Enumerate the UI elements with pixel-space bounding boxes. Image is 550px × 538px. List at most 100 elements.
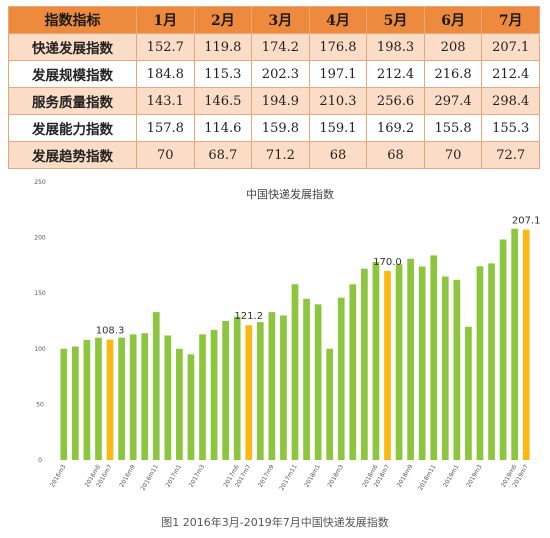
bar: [522, 229, 530, 460]
bar: [129, 334, 137, 460]
data-label: 207.1: [512, 216, 541, 227]
bar: [60, 348, 68, 460]
bar: [256, 322, 264, 460]
bar: [430, 255, 438, 460]
bar: [418, 266, 426, 460]
table-header-cell: 指数指标: [8, 6, 137, 34]
table-cell: 119.8: [193, 33, 253, 61]
row-name: 发展趋势指数: [8, 141, 137, 169]
table-cell: 159.8: [251, 114, 310, 142]
table-header-cell: 6月: [423, 6, 483, 34]
table-cell: 212.4: [366, 60, 425, 88]
table-cell: 297.4: [423, 87, 483, 115]
table-row: 服务质量指数 143.1 146.5 194.9 210.3 256.6 297…: [8, 87, 540, 115]
table-cell: 174.2: [251, 33, 310, 61]
bar: [476, 266, 484, 460]
table-header-row: 指数指标 1月 2月 3月 4月 5月 6月 7月: [8, 6, 540, 34]
bar: [488, 263, 495, 460]
y-tick-label: 150: [34, 290, 46, 297]
bar: [349, 284, 357, 460]
table-cell: 146.5: [193, 87, 253, 115]
bar: [441, 276, 449, 460]
table-header-cell: 4月: [308, 6, 368, 34]
bar: [268, 312, 276, 460]
x-tick-label: 2017m1: [165, 463, 184, 488]
table-row: 快递发展指数 152.7 119.8 174.2 176.8 198.3 208…: [8, 33, 540, 61]
bar: [152, 312, 160, 460]
table-cell: 70: [136, 141, 195, 169]
x-tick-label: 2017m3: [188, 463, 207, 488]
table-cell: 143.1: [136, 87, 195, 115]
x-tick-label: 2019m3: [465, 463, 484, 488]
table-cell: 155.3: [481, 114, 540, 142]
bar: [210, 329, 218, 460]
bar: [83, 339, 91, 460]
bar-chart: 中国快递发展指数 0 50 100 150 200 250 2016m3 2016m6 201…: [0, 172, 550, 512]
bar: [95, 337, 102, 460]
row-name: 快递发展指数: [8, 33, 137, 61]
bar: [280, 315, 287, 460]
bar: [395, 264, 403, 460]
bar: [407, 258, 414, 460]
y-tick-label: 100: [34, 346, 46, 353]
bar: [176, 348, 183, 460]
table-cell: 210.3: [308, 87, 368, 115]
data-label: 108.3: [96, 326, 125, 337]
x-tick-label: 2017m9: [257, 463, 276, 488]
bar: [245, 325, 253, 460]
x-tick-label: 2019m1: [442, 463, 461, 488]
table-row: 发展能力指数 157.8 114.6 159.8 159.1 169.2 155…: [8, 114, 540, 142]
bar: [187, 354, 195, 460]
table-cell: 68: [308, 141, 368, 169]
x-tick-label: 2018m9: [396, 463, 415, 488]
table-cell: 169.2: [366, 114, 425, 142]
bar: [71, 346, 79, 460]
table-cell: 157.8: [136, 114, 195, 142]
chart-svg: 中国快递发展指数 0 50 100 150 200 250 2016m3 2016m6201…: [34, 179, 541, 492]
table-header-cell: 3月: [251, 6, 310, 34]
x-tick-label: 2018m11: [417, 463, 438, 492]
bar: [384, 270, 391, 460]
table-cell: 212.4: [481, 60, 540, 88]
bar: [303, 298, 310, 460]
table-cell: 68: [366, 141, 425, 169]
table-cell: 194.9: [251, 87, 310, 115]
x-tick-label: 2018m1: [303, 463, 322, 488]
data-label: 121.2: [234, 311, 263, 322]
table-header-cell: 5月: [366, 6, 425, 34]
bar: [106, 339, 114, 460]
x-tick-label: 2016m3: [49, 463, 68, 488]
table-cell: 298.4: [481, 87, 540, 115]
bars: [60, 228, 530, 460]
bar: [164, 335, 172, 460]
figure-caption: 图1 2016年3月-2019年7月中国快递发展指数: [161, 516, 389, 529]
table-cell: 152.7: [136, 33, 195, 61]
data-label: 170.0: [373, 257, 402, 268]
table-cell: 256.6: [366, 87, 425, 115]
table-cell: 202.3: [251, 60, 310, 88]
row-name: 发展能力指数: [8, 114, 137, 142]
table-cell: 155.8: [423, 114, 483, 142]
bar: [233, 316, 241, 460]
x-tick-label: 2016m11: [140, 463, 161, 492]
data-labels: 108.3 121.2 170.0 207.1: [96, 216, 541, 337]
bar: [499, 239, 507, 460]
table-cell: 208: [423, 33, 483, 61]
table-cell: 72.7: [481, 141, 540, 169]
bar: [337, 297, 345, 460]
y-tick-label: 250: [34, 179, 46, 186]
table-row: 发展规模指数 184.8 115.3 202.3 197.1 212.4 216…: [8, 60, 540, 88]
table-cell: 114.6: [193, 114, 253, 142]
table-row: 发展趋势指数 70 68.7 71.2 68 68 70 72.7: [8, 141, 540, 169]
index-table: 指数指标 1月 2月 3月 4月 5月 6月 7月 快递发展指数 152.7 1…: [8, 6, 540, 169]
table-cell: 197.1: [308, 60, 368, 88]
table-header-cell: 7月: [481, 6, 540, 34]
bar: [511, 228, 519, 460]
table-cell: 68.7: [193, 141, 253, 169]
table-cell: 70: [423, 141, 483, 169]
bar: [118, 337, 125, 460]
y-tick-label: 0: [38, 457, 42, 464]
table-cell: 176.8: [308, 33, 368, 61]
table-cell: 115.3: [193, 60, 253, 88]
